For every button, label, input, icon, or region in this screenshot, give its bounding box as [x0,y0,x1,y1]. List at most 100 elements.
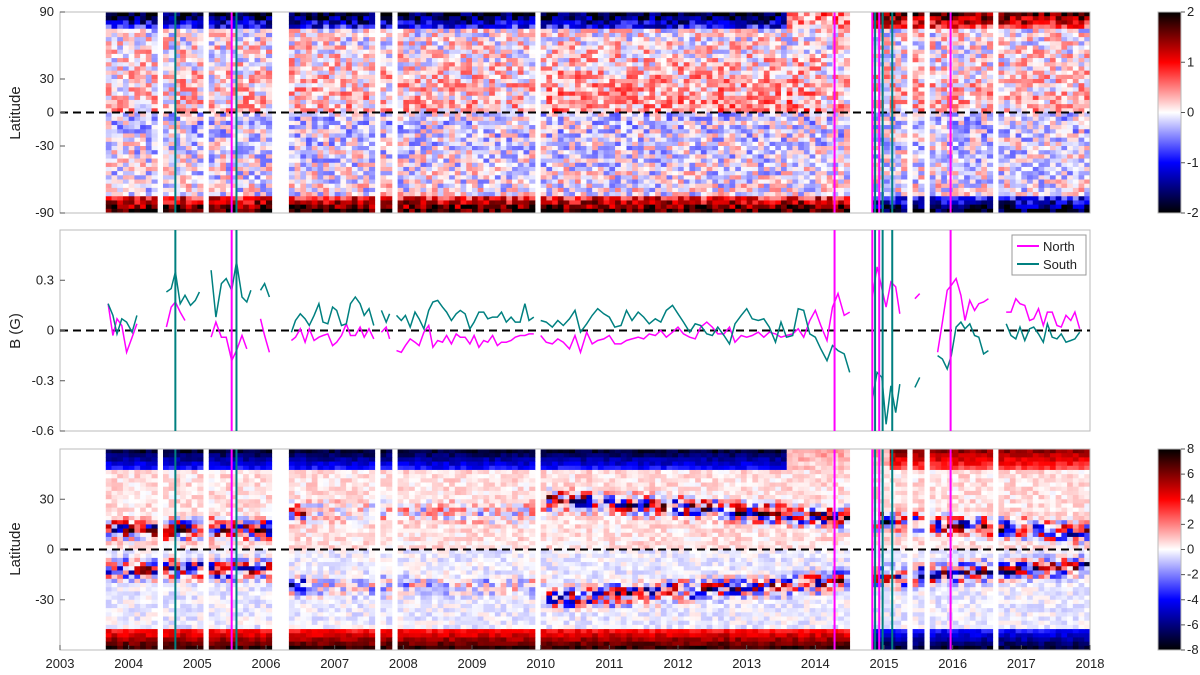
heatmap-cell [197,133,204,139]
heatmap-cell [409,158,416,164]
heatmap-cell [426,129,433,134]
heatmap-cell [386,95,393,101]
heatmap-cell [163,129,170,134]
heatmap-cell [700,162,708,168]
heatmap-cell [220,45,227,51]
heatmap-cell [420,187,427,193]
heatmap-cell [437,120,444,126]
heatmap-cell [592,70,599,76]
heatmap-cell [111,166,118,172]
heatmap-cell [174,158,181,164]
heatmap-cell [718,16,725,21]
heatmap-cell [489,66,496,72]
heatmap-cell [552,58,559,63]
heatmap-cell [243,62,250,67]
heatmap-cell [672,74,679,80]
heatmap-cell [140,129,147,134]
heatmap-cell [540,146,547,151]
heatmap-cell [346,196,353,201]
heatmap-cell [266,12,273,17]
heatmap-cell [105,91,112,97]
heatmap-cell [563,162,570,168]
heatmap-cell [151,200,158,206]
heatmap-cell [540,95,547,101]
heatmap-cell [626,146,633,151]
heatmap-cell [369,208,376,213]
heatmap-cell [420,95,427,101]
heatmap-cell [117,175,124,180]
heatmap-cell [420,196,427,201]
heatmap-cell [460,150,467,155]
heatmap-cell [615,200,622,206]
heatmap-cell [191,41,198,46]
heatmap-cell [615,187,622,193]
heatmap-cell [317,16,324,21]
heatmap-cell [134,95,141,101]
heatmap-cell [523,166,530,172]
heatmap-cell [643,146,650,151]
heatmap-cell [328,32,336,38]
heatmap-cell [288,37,296,42]
heatmap-cell [151,41,158,46]
heatmap-cell [260,74,267,80]
heatmap-cell [346,183,353,189]
heatmap-cell [168,62,175,67]
heatmap-cell [288,58,296,63]
heatmap-cell [517,192,524,197]
heatmap-cell [151,150,158,155]
heatmap-cell [740,83,748,88]
heatmap-cell [317,53,324,59]
heatmap-cell [243,162,250,168]
heatmap-cell [288,104,296,109]
heatmap-cell [237,129,244,134]
heatmap-cell [443,120,450,126]
heatmap-cell [403,166,410,172]
heatmap-cell [557,20,564,25]
heatmap-cell [489,12,496,17]
heatmap-cell [592,12,599,17]
heatmap-cell [678,208,685,213]
heatmap-cell [666,66,673,72]
heatmap-cell [689,204,696,210]
heatmap-cell [134,146,141,151]
heatmap-cell [386,208,393,213]
heatmap-cell [346,49,353,55]
heatmap-cell [220,120,227,126]
heatmap-cell [712,112,719,118]
heatmap-cell [260,87,267,92]
heatmap-cell [369,83,376,88]
heatmap-cell [145,154,152,159]
heatmap-cell [191,150,198,155]
heatmap-cell [369,87,376,92]
heatmap-cell [483,208,490,213]
heatmap-cell [443,20,450,25]
heatmap-cell [449,141,456,147]
heatmap-cell [712,133,719,139]
heatmap-cell [723,183,730,189]
heatmap-cell [620,187,627,193]
heatmap-cell [420,192,427,197]
heatmap-cell [306,175,313,180]
heatmap-cell [225,204,233,210]
heatmap-cell [180,208,187,213]
heatmap-cell [363,162,370,168]
heatmap-cell [140,154,147,159]
heatmap-cell [580,91,587,97]
heatmap-cell [454,70,461,76]
heatmap-cell [575,41,582,46]
heatmap-cell [431,196,439,201]
heatmap-cell [506,208,513,213]
heatmap-cell [220,37,227,42]
heatmap-cell [437,74,444,80]
heatmap-cell [340,112,347,118]
heatmap-cell [660,32,667,38]
heatmap-cell [689,108,696,113]
heatmap-cell [443,95,450,101]
heatmap-cell [174,95,181,101]
heatmap-cell [735,158,742,164]
heatmap-cell [563,183,570,189]
heatmap-cell [540,154,547,159]
heatmap-cell [483,192,490,197]
heatmap-cell [317,171,324,176]
heatmap-cell [363,137,370,143]
